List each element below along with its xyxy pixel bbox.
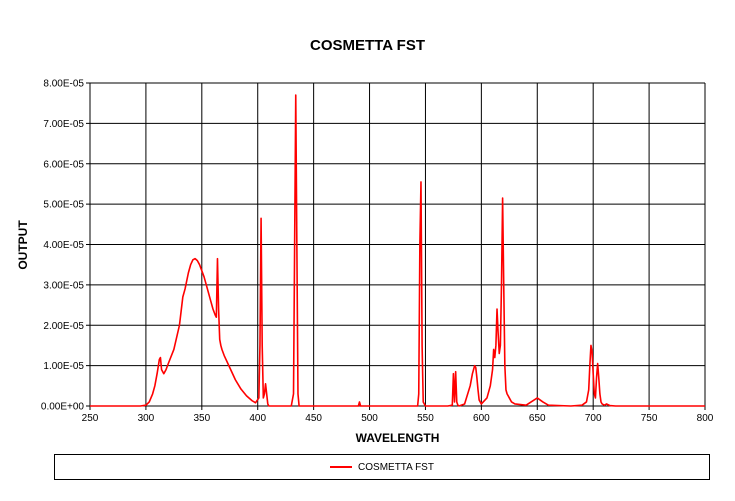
x-tick-label: 700 <box>585 413 602 424</box>
y-tick-label: 7.00E-05 <box>43 119 84 130</box>
x-tick-label: 350 <box>193 413 210 424</box>
x-tick-label: 400 <box>249 413 266 424</box>
y-tick-label: 2.00E-05 <box>43 321 84 332</box>
grid <box>90 82 705 406</box>
y-tick-label: 1.00E-05 <box>43 361 84 372</box>
x-tick-label: 800 <box>697 413 714 424</box>
y-tick-label: 4.00E-05 <box>43 240 84 251</box>
x-tick-labels: 250 300 350 400 450 500 550 600 650 700 750 800 <box>82 413 714 424</box>
x-tick-label: 300 <box>138 413 155 424</box>
y-tick-label: 5.00E-05 <box>43 200 84 211</box>
x-tick-label: 650 <box>529 413 546 424</box>
y-tick-label: 6.00E-05 <box>43 159 84 170</box>
series-layer <box>90 94 705 407</box>
series-line <box>90 94 705 407</box>
x-tick-label: 550 <box>417 413 434 424</box>
legend-swatch <box>330 466 353 468</box>
x-tick-label: 450 <box>305 413 322 424</box>
y-tick-labels: 0.00E+00 1.00E-05 2.00E-05 3.00E-05 4.00E-05… <box>41 79 85 413</box>
x-tick-label: 500 <box>361 413 378 424</box>
x-axis-label: WAVELENGTH <box>355 431 440 445</box>
legend: COSMETTA FST <box>54 454 710 480</box>
chart-title: COSMETTA FST <box>310 37 425 54</box>
axes <box>86 82 706 410</box>
y-tick-label: 8.00E-05 <box>43 79 84 90</box>
y-tick-label: 3.00E-05 <box>43 280 84 291</box>
legend-label: COSMETTA FST <box>358 461 434 473</box>
x-tick-label: 750 <box>641 413 658 424</box>
y-tick-label: 0.00E+00 <box>41 402 85 413</box>
x-tick-label: 600 <box>473 413 490 424</box>
x-tick-label: 250 <box>82 413 99 424</box>
y-axis-label: OUTPUT <box>16 220 30 270</box>
